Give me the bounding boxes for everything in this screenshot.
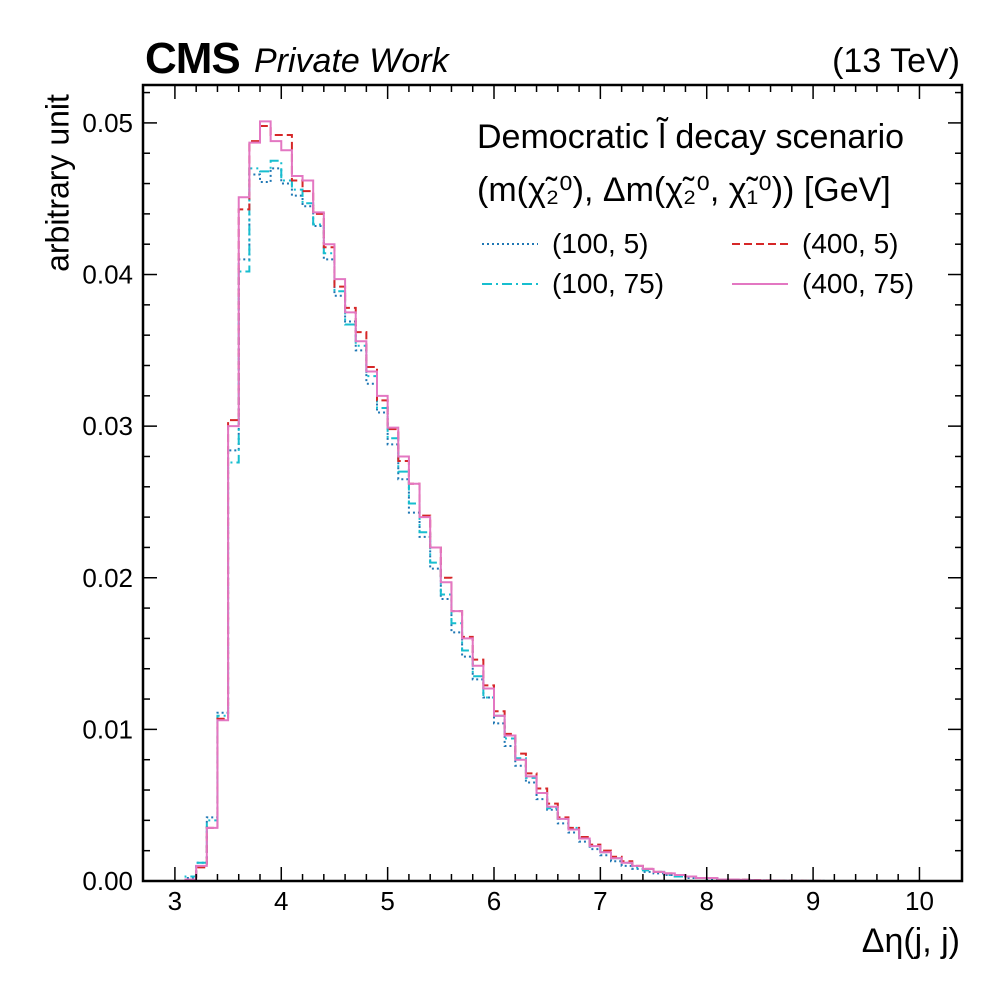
legend-entry-100-75: (100, 75) <box>552 268 665 299</box>
x-axis-label: Δη(j, j) <box>861 922 960 960</box>
experiment-label: CMS <box>145 34 241 83</box>
x-tick-label: 6 <box>487 886 501 916</box>
x-tick-label: 9 <box>806 886 820 916</box>
x-tick-label: 4 <box>274 886 288 916</box>
y-tick-label: 0.00 <box>82 866 133 896</box>
x-tick-label: 8 <box>699 886 713 916</box>
legend-entry-400-75: (400, 75) <box>802 268 915 299</box>
x-tick-label: 7 <box>593 886 607 916</box>
x-tick-label: 3 <box>168 886 182 916</box>
y-axis-label: arbitrary unit <box>39 94 76 272</box>
legend-entry-400-5: (400, 5) <box>802 228 899 259</box>
legend-lines <box>482 243 788 285</box>
legend-title-line2: (m(χ̃₂⁰), Δm(χ̃₂⁰, χ̃₁⁰)) [GeV] <box>477 171 891 209</box>
y-tick-label: 0.05 <box>82 108 133 138</box>
plot-frame <box>141 83 964 883</box>
energy-label: (13 TeV) <box>832 42 960 80</box>
y-tick-label: 0.01 <box>82 714 133 744</box>
y-tick-label: 0.03 <box>82 411 133 441</box>
tick-layer: 3 4 5 6 7 8 9 10 0.00 0.01 0.02 0.03 0.04 0.05 <box>82 85 962 916</box>
status-label: Private Work <box>254 42 449 80</box>
y-tick-label: 0.04 <box>82 260 133 290</box>
legend-title-line1: Democratic l̃ decay scenario <box>477 118 905 156</box>
legend-entry-100-5: (100, 5) <box>552 228 649 259</box>
y-tick-label: 0.02 <box>82 563 133 593</box>
x-tick-label: 5 <box>380 886 394 916</box>
x-tick-label: 10 <box>905 886 934 916</box>
